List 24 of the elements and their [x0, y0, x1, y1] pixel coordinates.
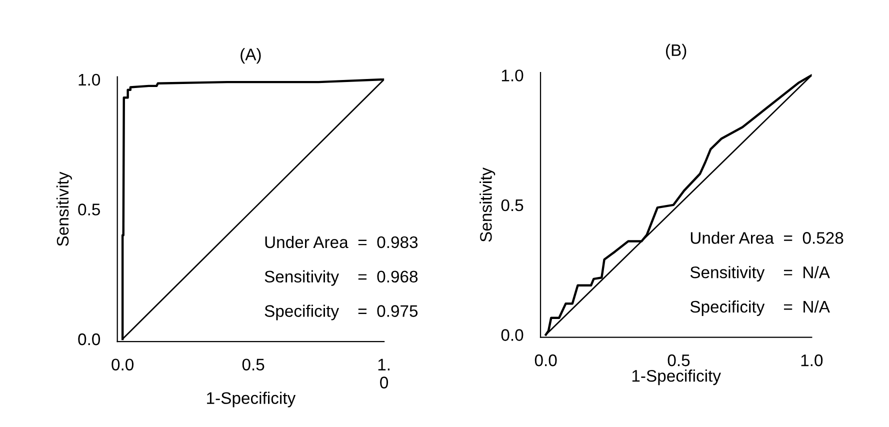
- x-tick-label: 0.0: [534, 354, 557, 366]
- y-tick-label: 0.0: [78, 333, 100, 346]
- x-tick-label: 0.5: [242, 358, 264, 371]
- x-tick-label: 1.0: [801, 354, 823, 366]
- annotation: Sensitivity = 0.968: [264, 270, 418, 286]
- x-axis-title: 1-Specificity: [207, 392, 296, 408]
- annotation: Sensitivity = N/A: [690, 266, 830, 282]
- annotation: Specificity = 0.975: [264, 304, 418, 320]
- y-tick-label: 0.5: [78, 204, 100, 216]
- x-tick-label: 1. 0: [378, 358, 390, 388]
- y-tick-label: 0.0: [501, 329, 524, 341]
- x-tick-label: 0.5: [668, 354, 690, 366]
- x-tick-label: 0.0: [112, 358, 134, 371]
- y-tick-label: 1.0: [502, 70, 524, 82]
- x-axis-title: 1-Specificity: [632, 370, 721, 386]
- y-axis-title: Sensitivity: [480, 167, 496, 242]
- annotation: Under Area = 0.528: [690, 232, 844, 244]
- chart-title: (A): [240, 48, 261, 64]
- y-tick-label: 1.0: [78, 74, 100, 86]
- y-tick-label: 0.5: [501, 199, 524, 212]
- annotation: Specificity = N/A: [690, 300, 830, 316]
- annotation: Under Area = 0.983: [265, 236, 418, 248]
- chart-title: (B): [666, 44, 686, 60]
- y-axis-title: Sensitivity: [56, 172, 72, 246]
